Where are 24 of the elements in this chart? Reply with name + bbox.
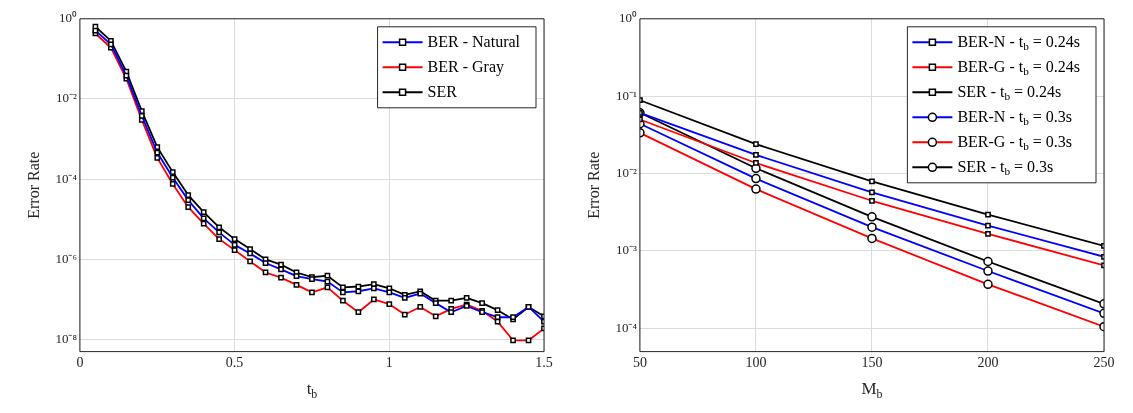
x-tick-label: 0 xyxy=(76,354,84,370)
x-tick-label: 1.5 xyxy=(535,354,553,370)
y-tick-label: 10⁰ xyxy=(58,10,77,26)
legend-label: BER - Natural xyxy=(427,32,521,50)
y-axis-title: Error Rate xyxy=(25,151,43,219)
y-axis-title: Error Rate xyxy=(585,151,603,219)
y-tick-label: 10⁻⁴ xyxy=(55,170,78,186)
x-tick-label: 50 xyxy=(632,354,647,370)
x-tick-label: 1 xyxy=(385,354,393,370)
x-tick-label: 150 xyxy=(861,354,883,370)
legend-label: BER - Gray xyxy=(427,57,505,76)
y-tick-label: 10⁻⁶ xyxy=(55,250,77,266)
x-tick-label: 100 xyxy=(745,354,767,370)
y-tick-label: 10⁻³ xyxy=(616,242,638,258)
y-tick-label: 10⁻¹ xyxy=(616,87,638,103)
legend-label: SER xyxy=(427,82,458,100)
y-tick-label: 10⁻² xyxy=(616,164,638,180)
y-tick-label: 10⁻⁸ xyxy=(55,330,78,346)
y-tick-label: 10⁻⁴ xyxy=(615,319,638,335)
x-tick-label: 250 xyxy=(1093,354,1115,370)
x-tick-label: 0.5 xyxy=(225,354,244,370)
y-tick-label: 10⁰ xyxy=(618,10,637,26)
y-tick-label: 10⁻² xyxy=(56,90,78,106)
x-tick-label: 200 xyxy=(977,354,999,370)
